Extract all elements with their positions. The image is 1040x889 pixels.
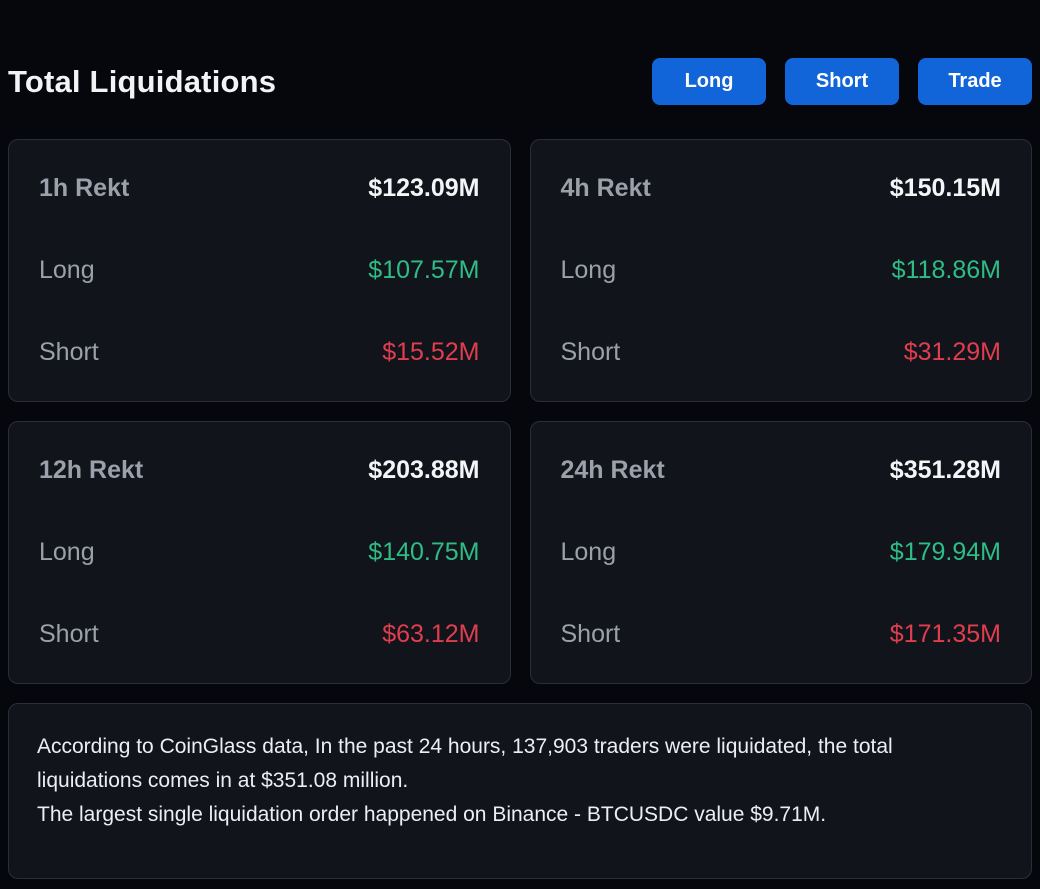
header: Total Liquidations Long Short Trade xyxy=(8,0,1032,139)
short-label: Short xyxy=(39,620,99,648)
short-filter-button[interactable]: Short xyxy=(785,58,899,105)
short-row: Short $15.52M xyxy=(39,338,480,367)
summary-line-1: According to CoinGlass data, In the past… xyxy=(37,735,893,793)
period-total-row: 4h Rekt $150.15M xyxy=(561,174,1002,203)
period-label: 4h Rekt xyxy=(560,174,651,202)
period-total-row: 1h Rekt $123.09M xyxy=(39,174,480,203)
short-row: Short $63.12M xyxy=(39,620,480,649)
long-value: $118.86M xyxy=(891,256,1001,284)
short-label: Short xyxy=(560,620,621,648)
stat-card-24h: 24h Rekt $351.28M Long $179.94M Short $1… xyxy=(529,421,1032,684)
long-label: Long xyxy=(39,256,95,284)
total-value: $351.28M xyxy=(889,456,1001,484)
period-label: 24h Rekt xyxy=(560,456,665,484)
summary-card: According to CoinGlass data, In the past… xyxy=(8,703,1032,879)
total-value: $150.15M xyxy=(889,174,1001,202)
trade-button[interactable]: Trade xyxy=(918,58,1032,105)
summary-line-2: The largest single liquidation order hap… xyxy=(37,803,827,827)
stats-grid: 1h Rekt $123.09M Long $107.57M Short $15… xyxy=(8,139,1032,684)
short-label: Short xyxy=(39,338,99,366)
period-total-row: 12h Rekt $203.88M xyxy=(39,456,480,485)
long-row: Long $118.86M xyxy=(561,256,1002,285)
short-row: Short $171.35M xyxy=(561,620,1002,649)
long-row: Long $107.57M xyxy=(39,256,480,285)
page-title: Total Liquidations xyxy=(8,63,277,99)
stat-card-1h: 1h Rekt $123.09M Long $107.57M Short $15… xyxy=(8,139,511,402)
long-value: $140.75M xyxy=(368,538,480,566)
short-value: $171.35M xyxy=(889,620,1001,648)
period-total-row: 24h Rekt $351.28M xyxy=(561,456,1002,485)
stat-card-12h: 12h Rekt $203.88M Long $140.75M Short $6… xyxy=(8,421,511,684)
short-value: $63.12M xyxy=(382,620,480,648)
long-value: $179.94M xyxy=(889,538,1001,566)
long-filter-button[interactable]: Long xyxy=(652,58,766,105)
long-label: Long xyxy=(39,538,95,566)
total-value: $203.88M xyxy=(368,456,480,484)
period-label: 1h Rekt xyxy=(39,174,130,202)
long-label: Long xyxy=(560,538,617,566)
long-value: $107.57M xyxy=(368,256,480,284)
stat-card-4h: 4h Rekt $150.15M Long $118.86M Short $31… xyxy=(529,139,1032,402)
long-row: Long $179.94M xyxy=(561,538,1002,567)
total-value: $123.09M xyxy=(368,174,480,202)
short-value: $15.52M xyxy=(382,338,480,366)
long-label: Long xyxy=(560,256,617,284)
period-label: 12h Rekt xyxy=(39,456,144,484)
header-buttons: Long Short Trade xyxy=(652,58,1032,105)
short-value: $31.29M xyxy=(903,338,1001,366)
short-label: Short xyxy=(560,338,621,366)
long-row: Long $140.75M xyxy=(39,538,480,567)
short-row: Short $31.29M xyxy=(561,338,1002,367)
